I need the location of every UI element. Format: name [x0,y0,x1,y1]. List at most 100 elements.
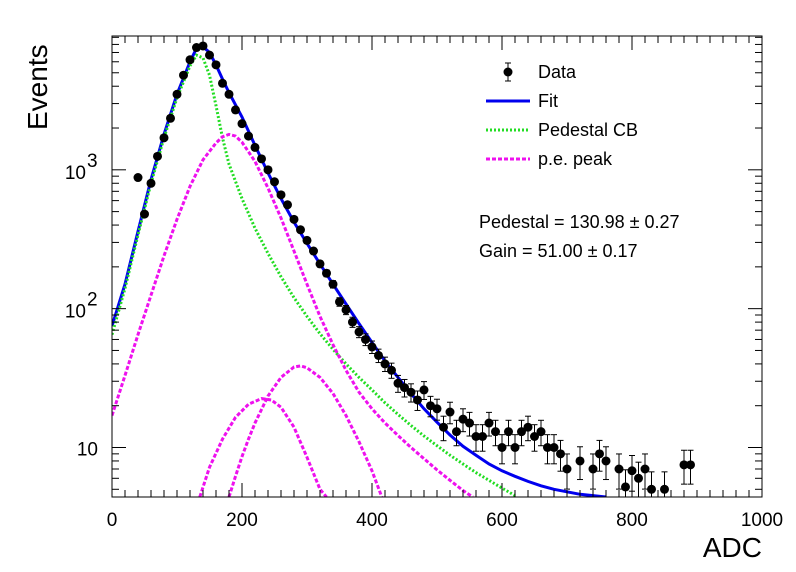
data-point [309,246,318,256]
data-point [575,446,585,481]
legend-label: Pedestal CB [538,120,638,140]
pedestal-annotation: Pedestal = 130.98 ± 0.27 [479,212,680,232]
data-marker [471,432,481,442]
y-tick-label: 10 [65,302,86,323]
data-marker [315,259,325,269]
data-point [179,70,188,80]
data-point [257,154,266,164]
data-point [621,469,630,497]
data-point [588,453,598,490]
data-marker [536,427,546,437]
data-point [640,453,650,490]
data-marker [647,484,656,494]
data-point [354,326,364,339]
data-marker [348,317,357,327]
legend-label: Data [538,62,577,82]
data-point [471,424,481,452]
data-point [250,142,260,152]
data-marker [419,385,429,395]
data-point [270,177,279,187]
data-marker [686,460,695,470]
data-point [679,449,689,485]
data-point [276,190,286,200]
data-point [452,419,461,447]
data-marker [309,246,318,256]
data-marker [621,482,630,492]
data-point [153,151,162,161]
p-e-peak-curve-4 [227,364,384,497]
data-point [406,383,416,403]
series-layer [112,41,695,497]
data-marker [361,334,370,344]
data-marker [660,484,669,494]
data-marker [588,464,598,474]
data-point [367,340,377,354]
data-marker [614,464,624,474]
data-marker [153,151,162,161]
data-point [562,453,572,490]
data-marker [237,119,247,129]
data-point [172,89,182,99]
y-tick-label: 10 [77,439,98,460]
data-marker [198,41,208,51]
data-point [400,378,409,398]
data-marker [302,235,312,245]
data-point [361,333,370,347]
data-point [686,449,695,485]
x-tick-label: 0 [107,510,118,531]
data-point [549,434,559,465]
data-marker [224,89,234,99]
legend-entry-fit: Fit [486,91,558,111]
data-marker [205,50,214,60]
data-marker [172,89,182,99]
data-point [497,434,507,465]
data-marker [413,395,422,405]
data-marker [400,383,409,393]
data-point [413,390,422,411]
p-e-peak-curve-5 [198,397,328,497]
data-marker [445,407,455,417]
data-marker [185,55,195,65]
data-marker [159,133,169,143]
data-marker [634,473,643,483]
data-point [185,55,195,65]
data-marker [393,378,403,388]
data-point [439,415,448,442]
data-marker [387,365,396,375]
x-tick-label: 800 [616,510,648,531]
data-point [478,424,487,452]
y-tick-label: 10 [65,163,86,184]
data-marker [231,105,240,115]
data-marker [406,387,416,397]
data-point [595,439,604,472]
data-point [614,453,624,490]
data-point [315,259,325,269]
data-marker [640,464,650,474]
data-point [523,415,533,442]
data-point [556,439,565,472]
data-point [328,279,338,289]
data-point [205,50,214,60]
legend-label: Fit [538,91,558,111]
data-marker [380,359,390,369]
data-point [387,362,396,379]
data-point [159,133,169,143]
data-point [601,446,611,481]
x-tick-label: 600 [486,510,518,531]
x-axis-title: ADC [703,532,762,563]
data-point [484,411,494,437]
data-marker [270,177,279,187]
data-point [133,173,143,183]
legend-label: p.e. peak [538,149,613,169]
data-point [244,131,253,141]
data-marker [328,279,338,289]
data-point [289,214,299,224]
data-marker [263,165,273,175]
data-point [458,408,468,433]
data-point [341,304,351,316]
data-point [140,209,149,219]
data-point [510,434,520,465]
axis-ticks [111,36,763,497]
data-point [380,356,390,373]
data-marker [465,418,474,428]
